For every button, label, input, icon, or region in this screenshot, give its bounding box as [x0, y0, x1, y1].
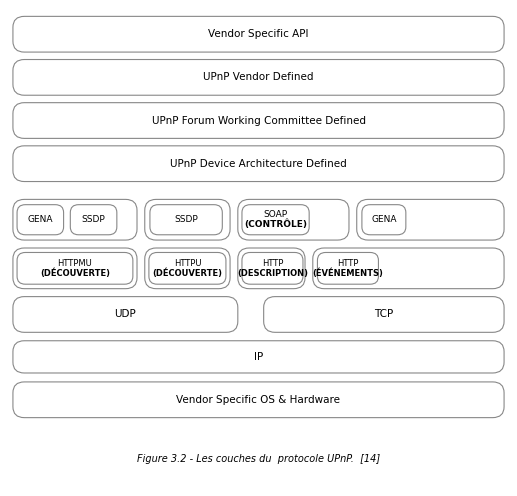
Text: HTTPMU: HTTPMU [57, 259, 93, 268]
FancyBboxPatch shape [17, 252, 133, 284]
Text: GENA: GENA [27, 215, 53, 224]
Text: SSDP: SSDP [174, 215, 198, 224]
FancyBboxPatch shape [13, 382, 504, 418]
FancyBboxPatch shape [13, 60, 504, 95]
FancyBboxPatch shape [13, 248, 137, 289]
Text: HTTPU: HTTPU [174, 259, 201, 268]
Text: (ÉVÉNEMENTS): (ÉVÉNEMENTS) [312, 269, 384, 278]
Text: (CONTRÔLE): (CONTRÔLE) [244, 220, 307, 229]
Text: HTTP: HTTP [262, 259, 283, 268]
Text: SSDP: SSDP [82, 215, 105, 224]
Text: TCP: TCP [374, 310, 393, 319]
FancyBboxPatch shape [149, 252, 226, 284]
FancyBboxPatch shape [145, 199, 230, 240]
Text: IP: IP [254, 352, 263, 362]
FancyBboxPatch shape [13, 297, 238, 332]
FancyBboxPatch shape [13, 103, 504, 138]
Text: (DESCRIPTION): (DESCRIPTION) [237, 269, 308, 278]
FancyBboxPatch shape [238, 248, 305, 289]
FancyBboxPatch shape [13, 146, 504, 182]
FancyBboxPatch shape [313, 248, 504, 289]
FancyBboxPatch shape [13, 199, 137, 240]
FancyBboxPatch shape [238, 199, 349, 240]
Text: UDP: UDP [114, 310, 136, 319]
Text: Vendor Specific OS & Hardware: Vendor Specific OS & Hardware [176, 395, 341, 405]
Text: Vendor Specific API: Vendor Specific API [208, 29, 309, 39]
Text: HTTP: HTTP [337, 259, 359, 268]
Text: (DÉCOUVERTE): (DÉCOUVERTE) [153, 269, 222, 278]
FancyBboxPatch shape [317, 252, 378, 284]
FancyBboxPatch shape [13, 16, 504, 52]
Text: Figure 3.2 - Les couches du  protocole UPnP.  [14]: Figure 3.2 - Les couches du protocole UP… [137, 454, 380, 464]
FancyBboxPatch shape [17, 205, 64, 235]
FancyBboxPatch shape [145, 248, 230, 289]
FancyBboxPatch shape [70, 205, 117, 235]
FancyBboxPatch shape [242, 252, 303, 284]
FancyBboxPatch shape [242, 205, 309, 235]
FancyBboxPatch shape [150, 205, 222, 235]
FancyBboxPatch shape [357, 199, 504, 240]
Text: SOAP: SOAP [264, 210, 287, 219]
Text: UPnP Device Architecture Defined: UPnP Device Architecture Defined [170, 159, 347, 169]
Text: GENA: GENA [371, 215, 397, 224]
Text: UPnP Vendor Defined: UPnP Vendor Defined [203, 72, 314, 82]
FancyBboxPatch shape [264, 297, 504, 332]
Text: UPnP Forum Working Committee Defined: UPnP Forum Working Committee Defined [151, 116, 366, 125]
Text: (DÉCOUVERTE): (DÉCOUVERTE) [40, 269, 110, 278]
FancyBboxPatch shape [362, 205, 406, 235]
FancyBboxPatch shape [13, 341, 504, 373]
